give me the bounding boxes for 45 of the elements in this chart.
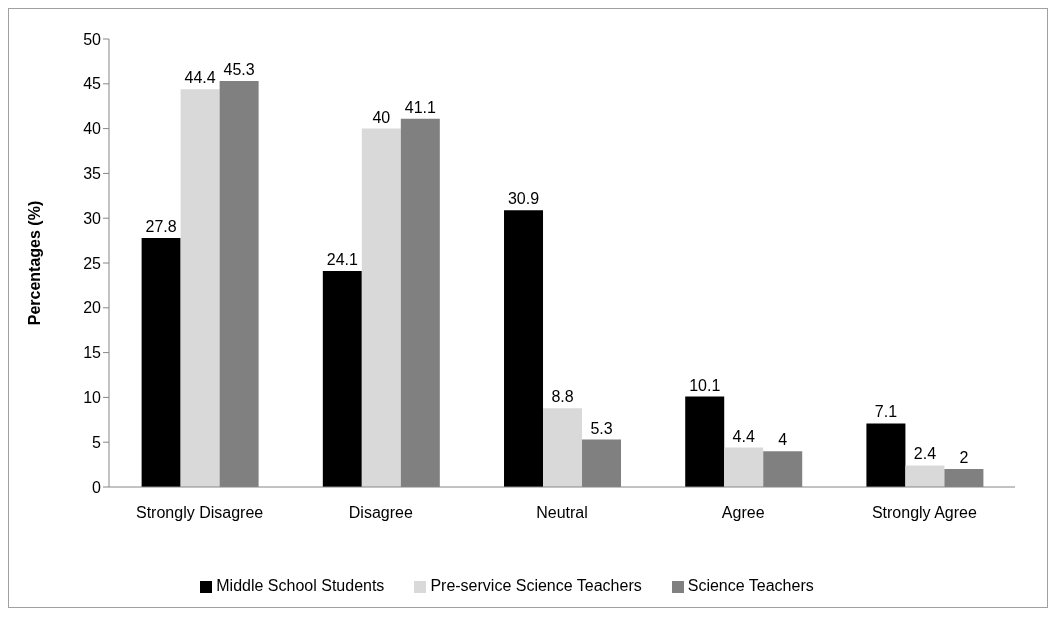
data-label: 4.4 bbox=[732, 427, 755, 445]
legend-label: Science Teachers bbox=[687, 577, 814, 594]
data-label: 40 bbox=[372, 108, 391, 126]
data-label: 4 bbox=[778, 431, 788, 449]
data-label: 27.8 bbox=[145, 217, 177, 235]
bar bbox=[543, 408, 583, 487]
x-tick-label: Strongly Agree bbox=[871, 504, 977, 522]
data-label: 41.1 bbox=[404, 98, 436, 116]
y-tick-label: 0 bbox=[92, 478, 102, 496]
y-tick-label: 5 bbox=[92, 433, 102, 451]
data-label: 24.1 bbox=[326, 251, 358, 269]
bar bbox=[504, 210, 544, 487]
data-label: 2 bbox=[959, 449, 969, 467]
y-tick-label: 15 bbox=[83, 344, 102, 362]
bar bbox=[141, 237, 181, 487]
y-tick-label: 45 bbox=[83, 75, 102, 93]
bar bbox=[866, 423, 906, 487]
y-tick-label: 20 bbox=[83, 299, 102, 317]
data-label: 10.1 bbox=[689, 376, 721, 394]
data-label: 8.8 bbox=[551, 388, 574, 406]
bar bbox=[180, 89, 220, 487]
x-tick-label: Neutral bbox=[536, 504, 588, 522]
x-tick-label: Disagree bbox=[348, 504, 413, 522]
legend-label: Pre-service Science Teachers bbox=[430, 577, 642, 594]
y-tick-label: 30 bbox=[83, 209, 102, 227]
y-axis-title: Percentages (%) bbox=[25, 200, 43, 326]
data-label: 7.1 bbox=[874, 403, 898, 421]
bar bbox=[724, 447, 764, 487]
data-label: 44.4 bbox=[184, 69, 216, 87]
y-tick-label: 25 bbox=[83, 254, 102, 272]
bar bbox=[685, 396, 725, 487]
bar bbox=[361, 128, 401, 487]
y-tick-label: 50 bbox=[83, 30, 102, 48]
y-tick-label: 10 bbox=[83, 389, 102, 407]
y-tick-label: 40 bbox=[83, 120, 102, 138]
x-tick-label: Strongly Disagree bbox=[136, 504, 264, 522]
bar bbox=[905, 465, 945, 487]
y-tick-label: 35 bbox=[83, 165, 102, 183]
data-label: 5.3 bbox=[590, 419, 613, 437]
legend-label: Middle School Students bbox=[216, 577, 385, 594]
data-label: 2.4 bbox=[913, 445, 937, 463]
x-tick-label: Agree bbox=[721, 504, 765, 522]
data-label: 45.3 bbox=[223, 61, 255, 79]
bar bbox=[322, 271, 362, 487]
data-label: 30.9 bbox=[507, 190, 540, 208]
